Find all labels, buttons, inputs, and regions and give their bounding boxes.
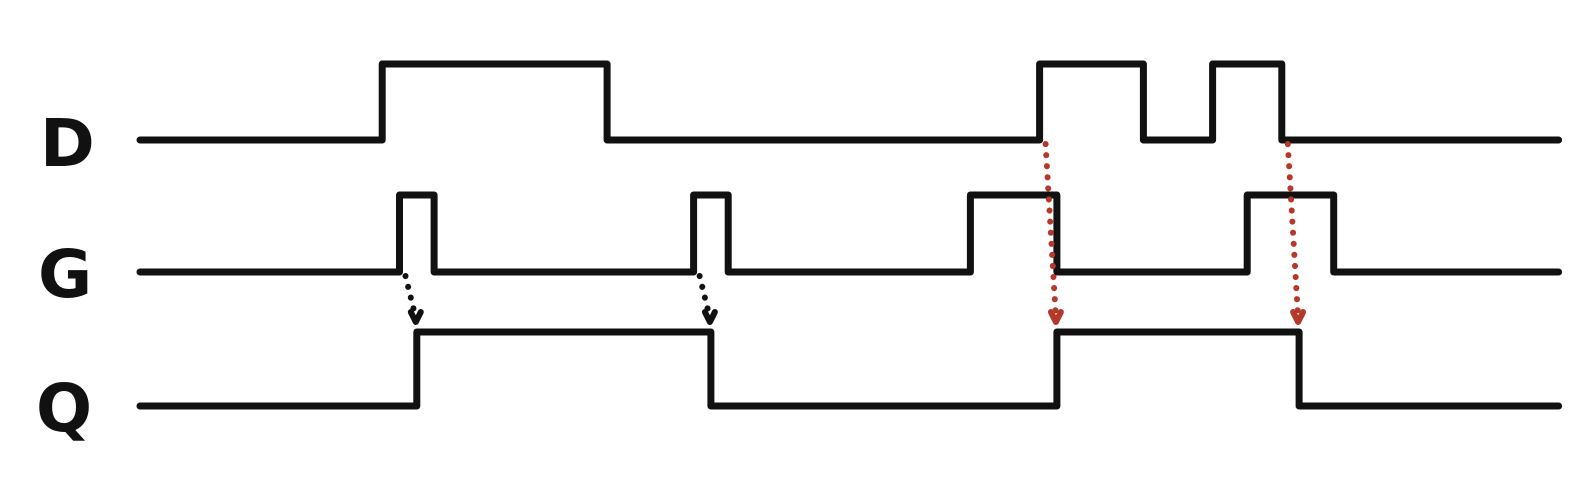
dependency-arrowhead-2 xyxy=(701,309,718,325)
dependency-arrow-3 xyxy=(1042,141,1059,321)
dependency-arrow-4 xyxy=(1284,141,1302,321)
signal-labels: D G Q xyxy=(36,105,95,447)
dependency-arrowhead-3 xyxy=(1047,309,1064,325)
signal-label-d: D xyxy=(40,105,95,182)
waveform-g xyxy=(136,191,1563,276)
dependency-arrow-1 xyxy=(402,273,419,321)
dependency-arrow-2 xyxy=(696,273,713,321)
dependency-arrowhead-1 xyxy=(407,309,424,325)
signal-label-q: Q xyxy=(36,370,92,447)
dependency-arrows xyxy=(402,141,1307,325)
waveform-d xyxy=(136,60,1563,144)
signal-label-g: G xyxy=(38,236,92,313)
waveforms xyxy=(136,60,1563,410)
dependency-arrowhead-4 xyxy=(1290,309,1307,325)
waveform-q xyxy=(136,328,1563,410)
